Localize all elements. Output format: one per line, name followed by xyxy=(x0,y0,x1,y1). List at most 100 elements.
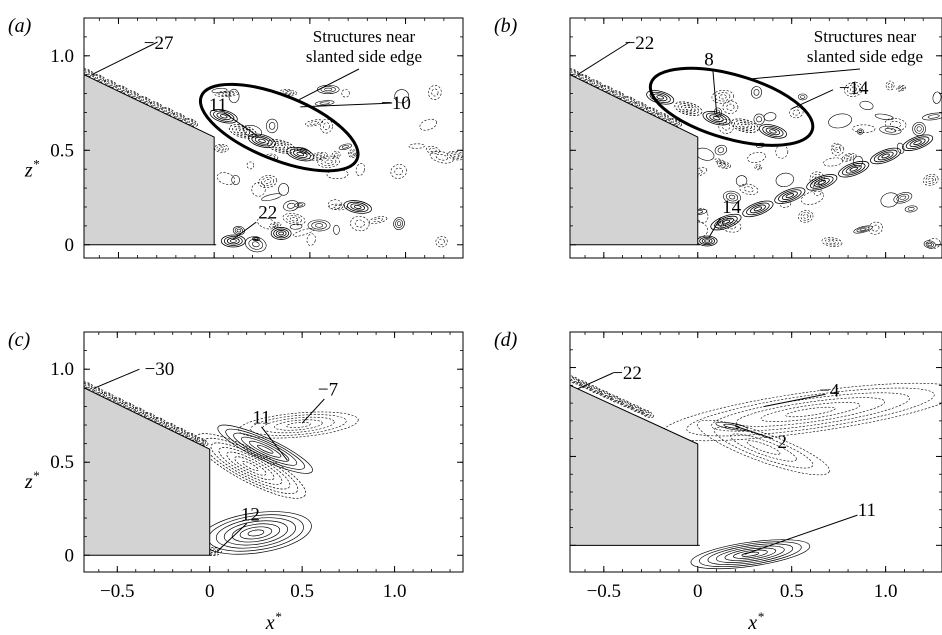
wake-contour xyxy=(331,151,341,159)
wake-contour xyxy=(266,118,279,134)
wake-contour xyxy=(214,90,239,97)
wake-contour xyxy=(747,152,766,163)
wake-contour xyxy=(350,216,370,232)
callout-text: slanted side edge xyxy=(306,47,422,66)
wake-contour xyxy=(735,175,748,187)
wake-contour xyxy=(314,100,335,106)
slant-shear-contour xyxy=(570,375,582,385)
callout-ellipse xyxy=(198,82,360,173)
leader-line xyxy=(301,398,325,424)
leader-line xyxy=(751,68,861,80)
edge-structure-contour xyxy=(758,124,787,139)
wake-contour xyxy=(355,162,365,176)
panel-c: −0.5 0 0.5 1.0 0 0.5 1.0 (c) z* x* −30 11 −7 12 xyxy=(8,329,464,634)
leader-line xyxy=(233,221,257,240)
wake-contour xyxy=(722,100,739,114)
leader-line xyxy=(712,68,718,113)
contour-label: −22 xyxy=(612,363,642,384)
leader-line xyxy=(223,112,257,136)
wake-contour xyxy=(307,219,331,232)
contour-label: −22 xyxy=(625,33,655,54)
wake-contour xyxy=(923,240,936,249)
contour-label: 12 xyxy=(241,504,260,525)
wake-contour xyxy=(763,112,777,122)
leader-line xyxy=(735,425,774,440)
wake-contour xyxy=(754,164,763,171)
wake-contour xyxy=(775,144,789,159)
wake-contour xyxy=(885,80,895,91)
plot-frame xyxy=(569,331,942,573)
wake-contour xyxy=(228,88,240,104)
wake-contour xyxy=(831,142,841,151)
upper-wake-contour xyxy=(697,419,830,476)
wake-contour xyxy=(852,124,876,133)
ground-contour xyxy=(742,200,774,218)
contour-label: −14 xyxy=(839,78,869,99)
ground-contour xyxy=(870,147,902,165)
edge-structure-contour xyxy=(674,101,703,116)
contour-label: −7 xyxy=(318,380,338,401)
x-tick-label: −0.5 xyxy=(587,581,621,602)
callout-ellipse xyxy=(648,66,815,147)
wake-contour xyxy=(289,223,303,230)
wake-contour xyxy=(214,143,229,153)
x-tick-label: 0.5 xyxy=(780,581,804,602)
z-tick-label: 0 xyxy=(65,235,75,256)
body-shape xyxy=(569,384,699,546)
wake-contour xyxy=(428,85,442,100)
wake-contour xyxy=(246,161,255,170)
wake-contour xyxy=(841,152,857,162)
slant-shear-contour xyxy=(597,389,613,399)
wake-contour xyxy=(317,155,340,168)
wake-contour xyxy=(252,236,261,242)
z-tick-label: 1.0 xyxy=(50,46,74,67)
wake-contour xyxy=(282,213,306,226)
wake-contour xyxy=(394,89,410,104)
ground-contour xyxy=(343,200,372,214)
wake-contour xyxy=(257,217,277,230)
panel-tag: (b) xyxy=(494,15,518,37)
contour-field xyxy=(84,381,359,556)
negative-lobe-contour xyxy=(194,433,306,499)
contour-label: 11 xyxy=(252,408,270,429)
panel-a: 0 0.5 1.0 (a) z* −27 11 −10 22 Structures nearsla… xyxy=(8,15,464,259)
contour-label: −27 xyxy=(144,33,174,54)
wake-contour xyxy=(327,199,342,210)
x-tick-label: 1.0 xyxy=(874,581,898,602)
contour-label: 2 xyxy=(778,432,788,453)
leader-line xyxy=(577,41,630,76)
wake-contour xyxy=(251,182,266,197)
wake-contour xyxy=(823,157,844,167)
wake-contour xyxy=(711,90,734,104)
wake-contour xyxy=(232,225,245,236)
wake-contour xyxy=(893,192,913,204)
wake-contour xyxy=(831,144,845,156)
edge-structure-contour xyxy=(286,146,315,162)
x-tick-label: 0.5 xyxy=(290,581,314,602)
wake-contour xyxy=(753,113,765,125)
wake-contour xyxy=(739,183,759,195)
wake-contour xyxy=(828,113,852,129)
wake-contour xyxy=(932,91,942,104)
contour-field xyxy=(84,68,463,253)
wake-contour xyxy=(751,86,762,99)
leader-line xyxy=(216,523,248,552)
wake-contour xyxy=(231,175,240,185)
z-tick-label: 1.0 xyxy=(50,359,74,380)
slant-shear-contour xyxy=(586,384,603,395)
ground-contour xyxy=(220,234,246,248)
contour-label: 14 xyxy=(722,197,742,218)
ground-contour xyxy=(774,187,806,204)
slant-shear-contour xyxy=(628,403,644,414)
z-axis-label: z* xyxy=(24,468,40,493)
wake-contour xyxy=(859,100,874,110)
plot-frame xyxy=(569,17,942,259)
wake-contour xyxy=(853,225,873,234)
edge-structure-contour xyxy=(248,133,277,149)
z-axis-label: z* xyxy=(24,156,40,181)
wake-contour xyxy=(216,172,236,185)
contour-label: −30 xyxy=(145,359,175,380)
wake-contour xyxy=(912,121,926,136)
